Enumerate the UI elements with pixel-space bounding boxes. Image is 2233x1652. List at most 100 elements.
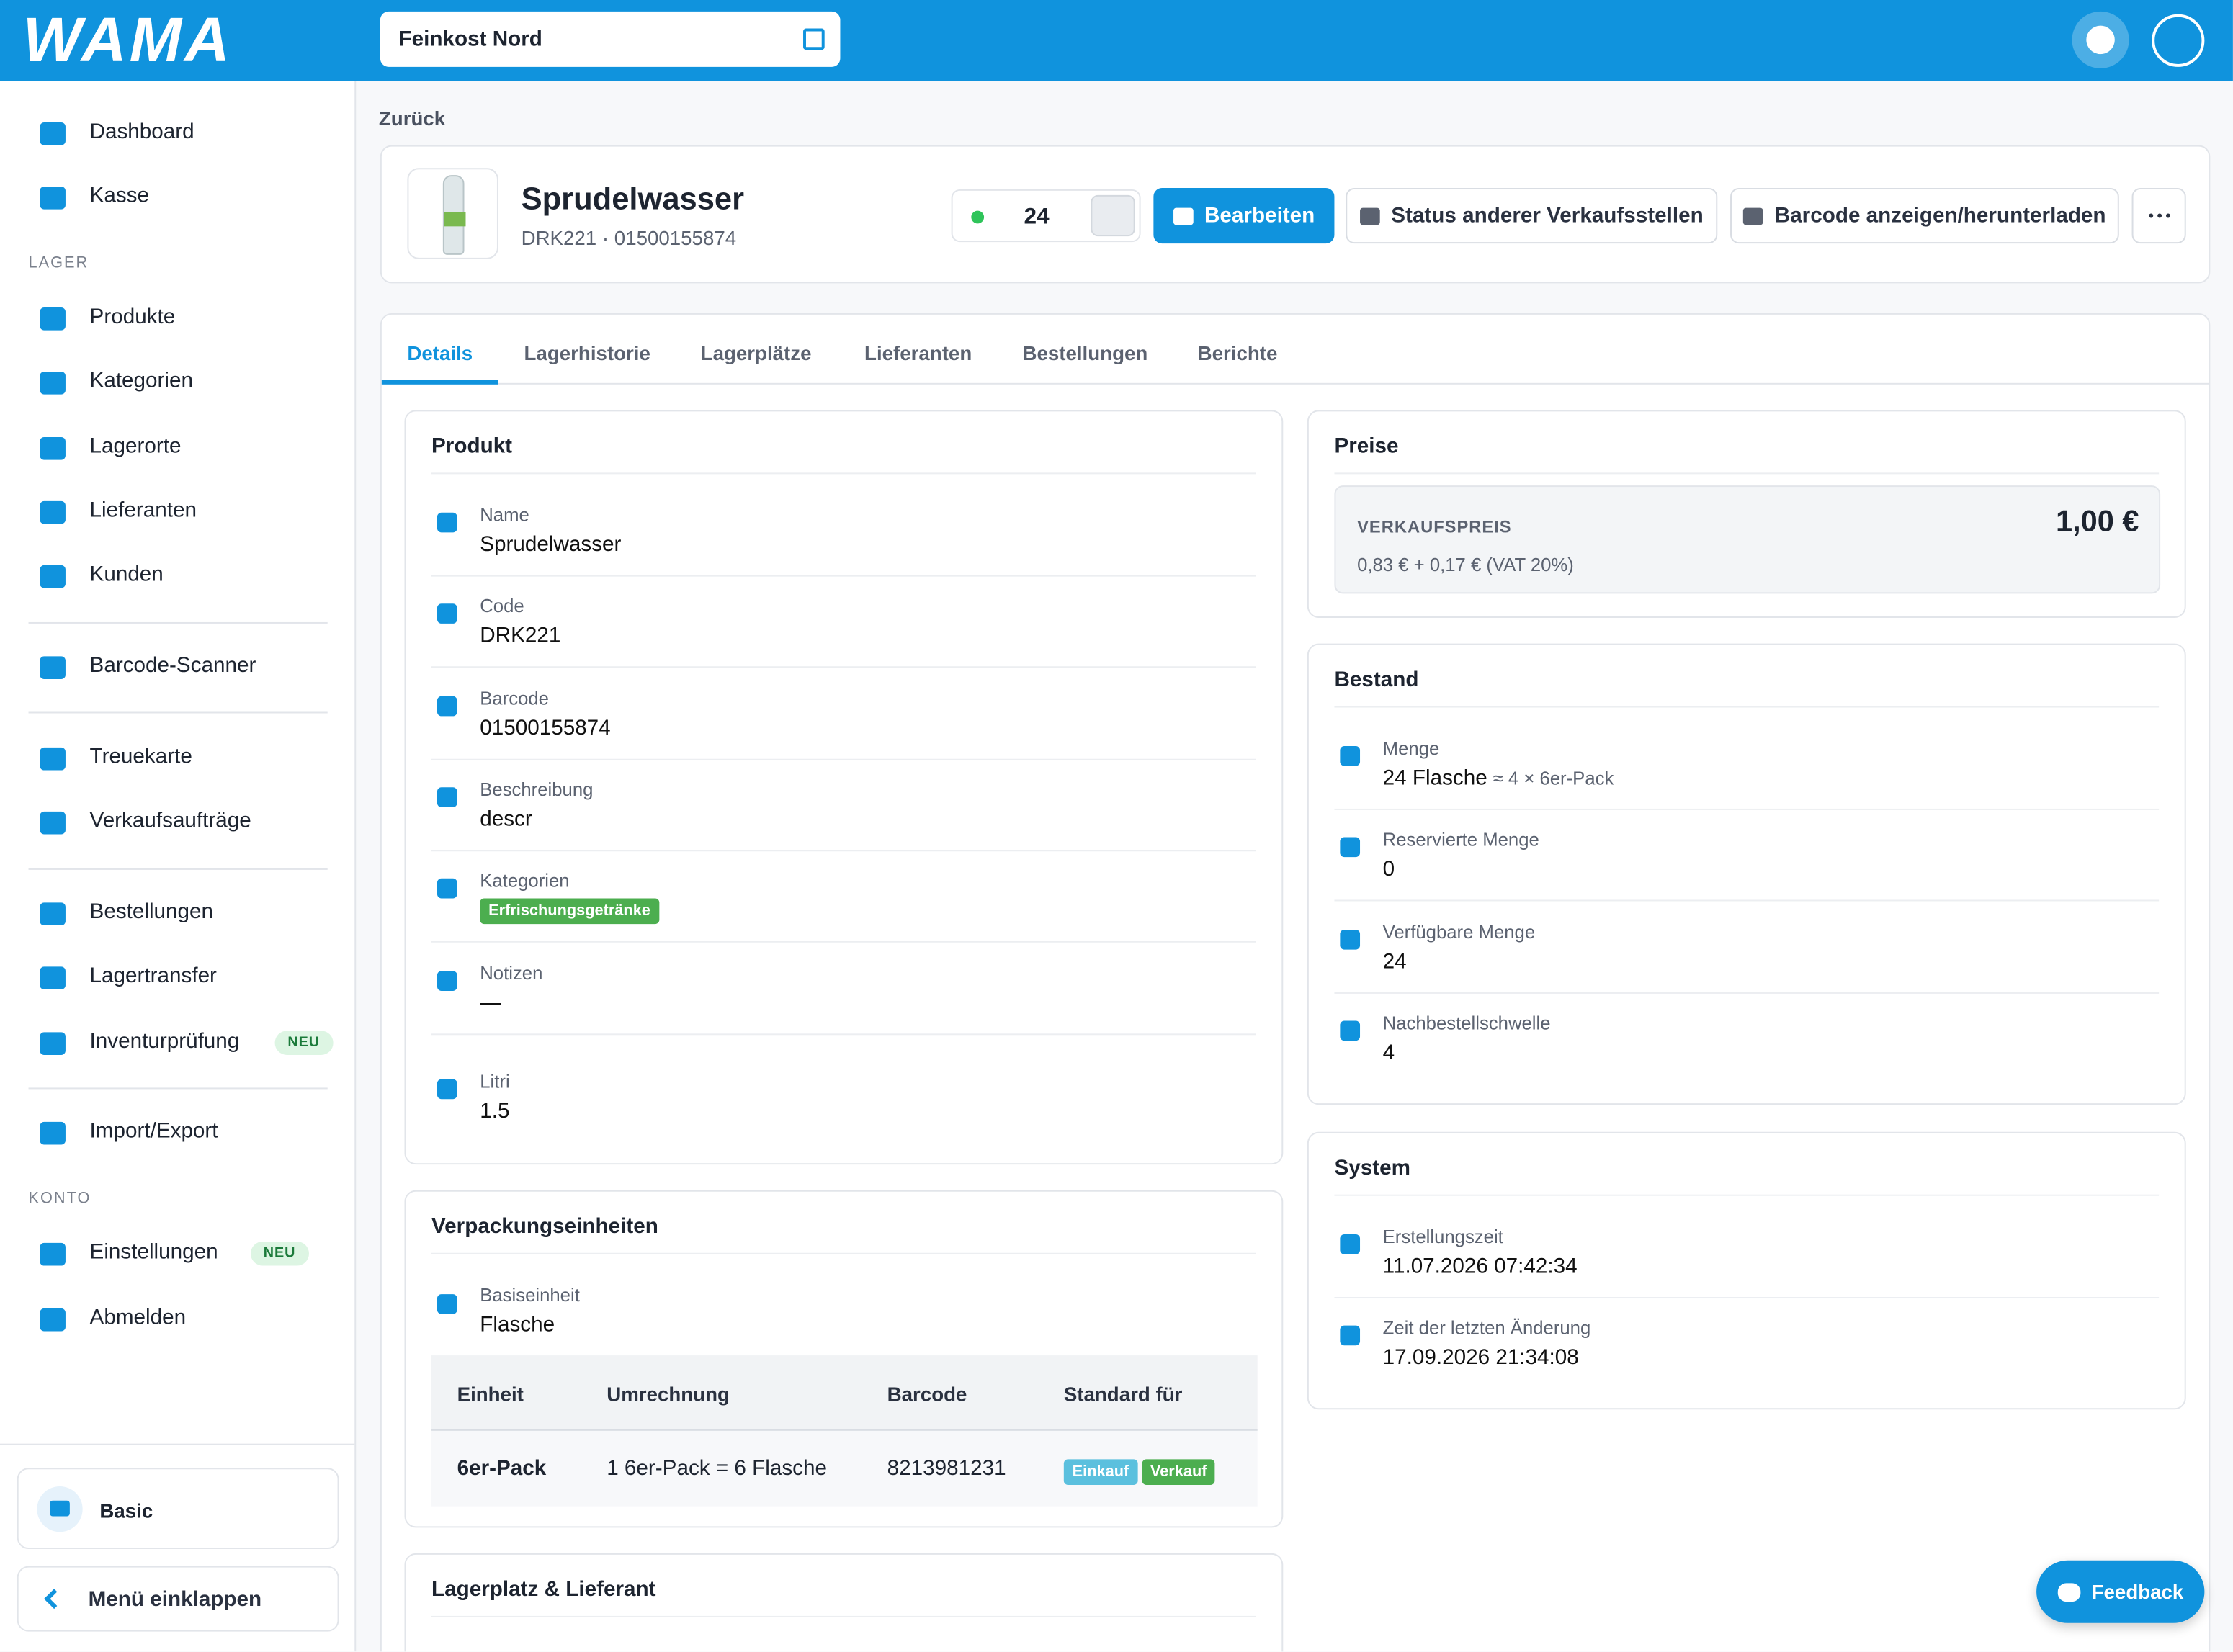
field-icon <box>437 787 457 807</box>
product-image <box>407 168 498 259</box>
feedback-button[interactable]: Feedback <box>2036 1560 2205 1623</box>
nav-item[interactable]: Inventurprüfung NEU <box>0 1010 354 1074</box>
nav-icon <box>40 122 66 145</box>
nav-item[interactable]: Kunden <box>0 544 354 609</box>
tab[interactable]: Lagerhistorie <box>524 341 650 365</box>
product-subtitle: DRK221 · 01500155874 <box>521 226 737 249</box>
tab[interactable]: Lieferanten <box>864 341 972 365</box>
action-button[interactable]: Bearbeiten <box>1153 187 1335 244</box>
bottle-label <box>444 212 466 227</box>
nav-label: Import/Export <box>89 1119 218 1144</box>
nav-icon <box>40 747 66 771</box>
field-icon <box>437 695 457 716</box>
field-divider <box>1334 900 2160 902</box>
table-header: Standard für <box>1063 1382 1183 1406</box>
nav-item[interactable]: Abmelden <box>0 1286 354 1350</box>
nav-icon <box>40 902 66 926</box>
product-header: Sprudelwasser DRK221 · 01500155874 24 Bearb… <box>380 145 2211 284</box>
nav-item[interactable]: Kasse <box>0 166 354 230</box>
nav-item[interactable]: Import/Export <box>0 1101 354 1165</box>
field-label: Zeit der letzten Änderung <box>1382 1317 1591 1339</box>
nav-item[interactable]: Lagertransfer <box>0 946 354 1010</box>
nav-label: Bestellungen <box>89 899 214 925</box>
panel-title: Lagerplatz & Lieferant <box>431 1577 656 1602</box>
nav-icon <box>40 372 66 395</box>
action-button[interactable]: Status anderer Verkaufsstellen <box>1346 187 1718 244</box>
sidebar: Dashboard Kasse LAGER Produkte Kategorien Lag… <box>0 81 357 1652</box>
nav-item[interactable]: Produkte <box>0 287 354 351</box>
action-icon <box>1359 207 1380 225</box>
field-value: — <box>480 990 501 1015</box>
nav-item[interactable]: Einstellungen NEU <box>0 1222 354 1286</box>
top-bar <box>0 0 2233 81</box>
panel-title: Produkt <box>431 434 513 459</box>
nav-icon <box>40 812 66 835</box>
nav-item[interactable]: Dashboard <box>0 101 354 165</box>
nav-label: Produkte <box>89 305 176 329</box>
field-label: Notizen <box>480 961 543 984</box>
category-tag: Erfrischungsgetränke <box>480 898 659 925</box>
nav-item[interactable]: Verkaufsaufträge <box>0 791 354 855</box>
nav-item[interactable]: Bestellungen <box>0 881 354 946</box>
tab[interactable]: Bestellungen <box>1022 341 1148 365</box>
nav-divider <box>28 867 328 869</box>
nav-item[interactable]: Lieferanten <box>0 480 354 544</box>
nav-label: Inventurprüfung <box>89 1028 240 1054</box>
field-icon <box>437 1079 457 1099</box>
tab[interactable]: Berichte <box>1197 341 1278 365</box>
field-value: 1.5 <box>480 1098 510 1123</box>
field-icon <box>1340 1234 1361 1254</box>
avatar[interactable] <box>2152 14 2205 67</box>
nav-item[interactable]: Treuekarte <box>0 726 354 790</box>
default-tags: Einkauf Verkauf <box>1063 1458 1220 1486</box>
store-select[interactable]: Feinkost Nord <box>380 11 841 67</box>
stock-adjust[interactable] <box>1091 194 1135 237</box>
back-link[interactable]: Zurück <box>378 107 446 130</box>
default-tag: Verkauf <box>1142 1459 1216 1486</box>
dot <box>2157 213 2162 218</box>
nav-icon <box>40 307 66 331</box>
panel-title: Preise <box>1334 434 1399 459</box>
collapse-button[interactable]: Menü einklappen <box>17 1566 339 1632</box>
nav-label: Treuekarte <box>89 744 192 769</box>
price-detail: 0,83 € + 0,17 € (VAT 20%) <box>1357 554 1574 575</box>
nav-item[interactable]: Barcode-Scanner <box>0 635 354 699</box>
panel-title: System <box>1334 1156 1410 1180</box>
action-icon <box>1173 207 1194 225</box>
table-cell: 6er-Pack <box>457 1456 547 1481</box>
panel-divider <box>1334 472 2160 475</box>
field-value: 01500155874 <box>480 715 611 740</box>
tab-underline <box>381 380 498 385</box>
tab[interactable]: Details <box>407 341 473 365</box>
field-icon <box>1340 1020 1361 1041</box>
field-icon <box>1340 1326 1361 1346</box>
panel-divider <box>431 1615 1256 1617</box>
table-header: Barcode <box>887 1382 967 1406</box>
table-head <box>431 1355 1258 1431</box>
nav-item[interactable]: Kategorien <box>0 351 354 415</box>
field-value: Sprudelwasser <box>480 532 622 557</box>
action-label: Status anderer Verkaufsstellen <box>1391 203 1704 228</box>
field-label: Menge <box>1382 737 1440 759</box>
field-label: Name <box>480 503 529 526</box>
plan-box[interactable]: Basic <box>17 1468 339 1549</box>
nav-label: Barcode-Scanner <box>89 653 256 678</box>
dot <box>2165 213 2170 218</box>
field-value: DRK221 <box>480 624 561 649</box>
nav-icon <box>40 1031 66 1055</box>
more-button[interactable] <box>2131 187 2186 244</box>
field-icon <box>437 970 457 991</box>
stock-pill: 24 <box>951 189 1141 243</box>
panel: Bestand Menge 24 Flasche ≈ 4 × 6er-Pack Rese… <box>1307 643 2186 1105</box>
plan-crown <box>50 1500 70 1517</box>
panel-divider <box>1334 1194 2160 1196</box>
price-value: 1,00 € <box>2056 505 2139 539</box>
table-cell: 8213981231 <box>887 1456 1006 1481</box>
nav-item[interactable]: Lagerorte <box>0 416 354 480</box>
tab[interactable]: Lagerplätze <box>700 341 812 365</box>
nav-label: Abmelden <box>89 1304 187 1329</box>
action-button[interactable]: Barcode anzeigen/herunterladen <box>1730 187 2119 244</box>
action-icon <box>1743 207 1763 225</box>
panel-divider <box>1334 706 2160 708</box>
field-icon <box>1340 745 1361 766</box>
